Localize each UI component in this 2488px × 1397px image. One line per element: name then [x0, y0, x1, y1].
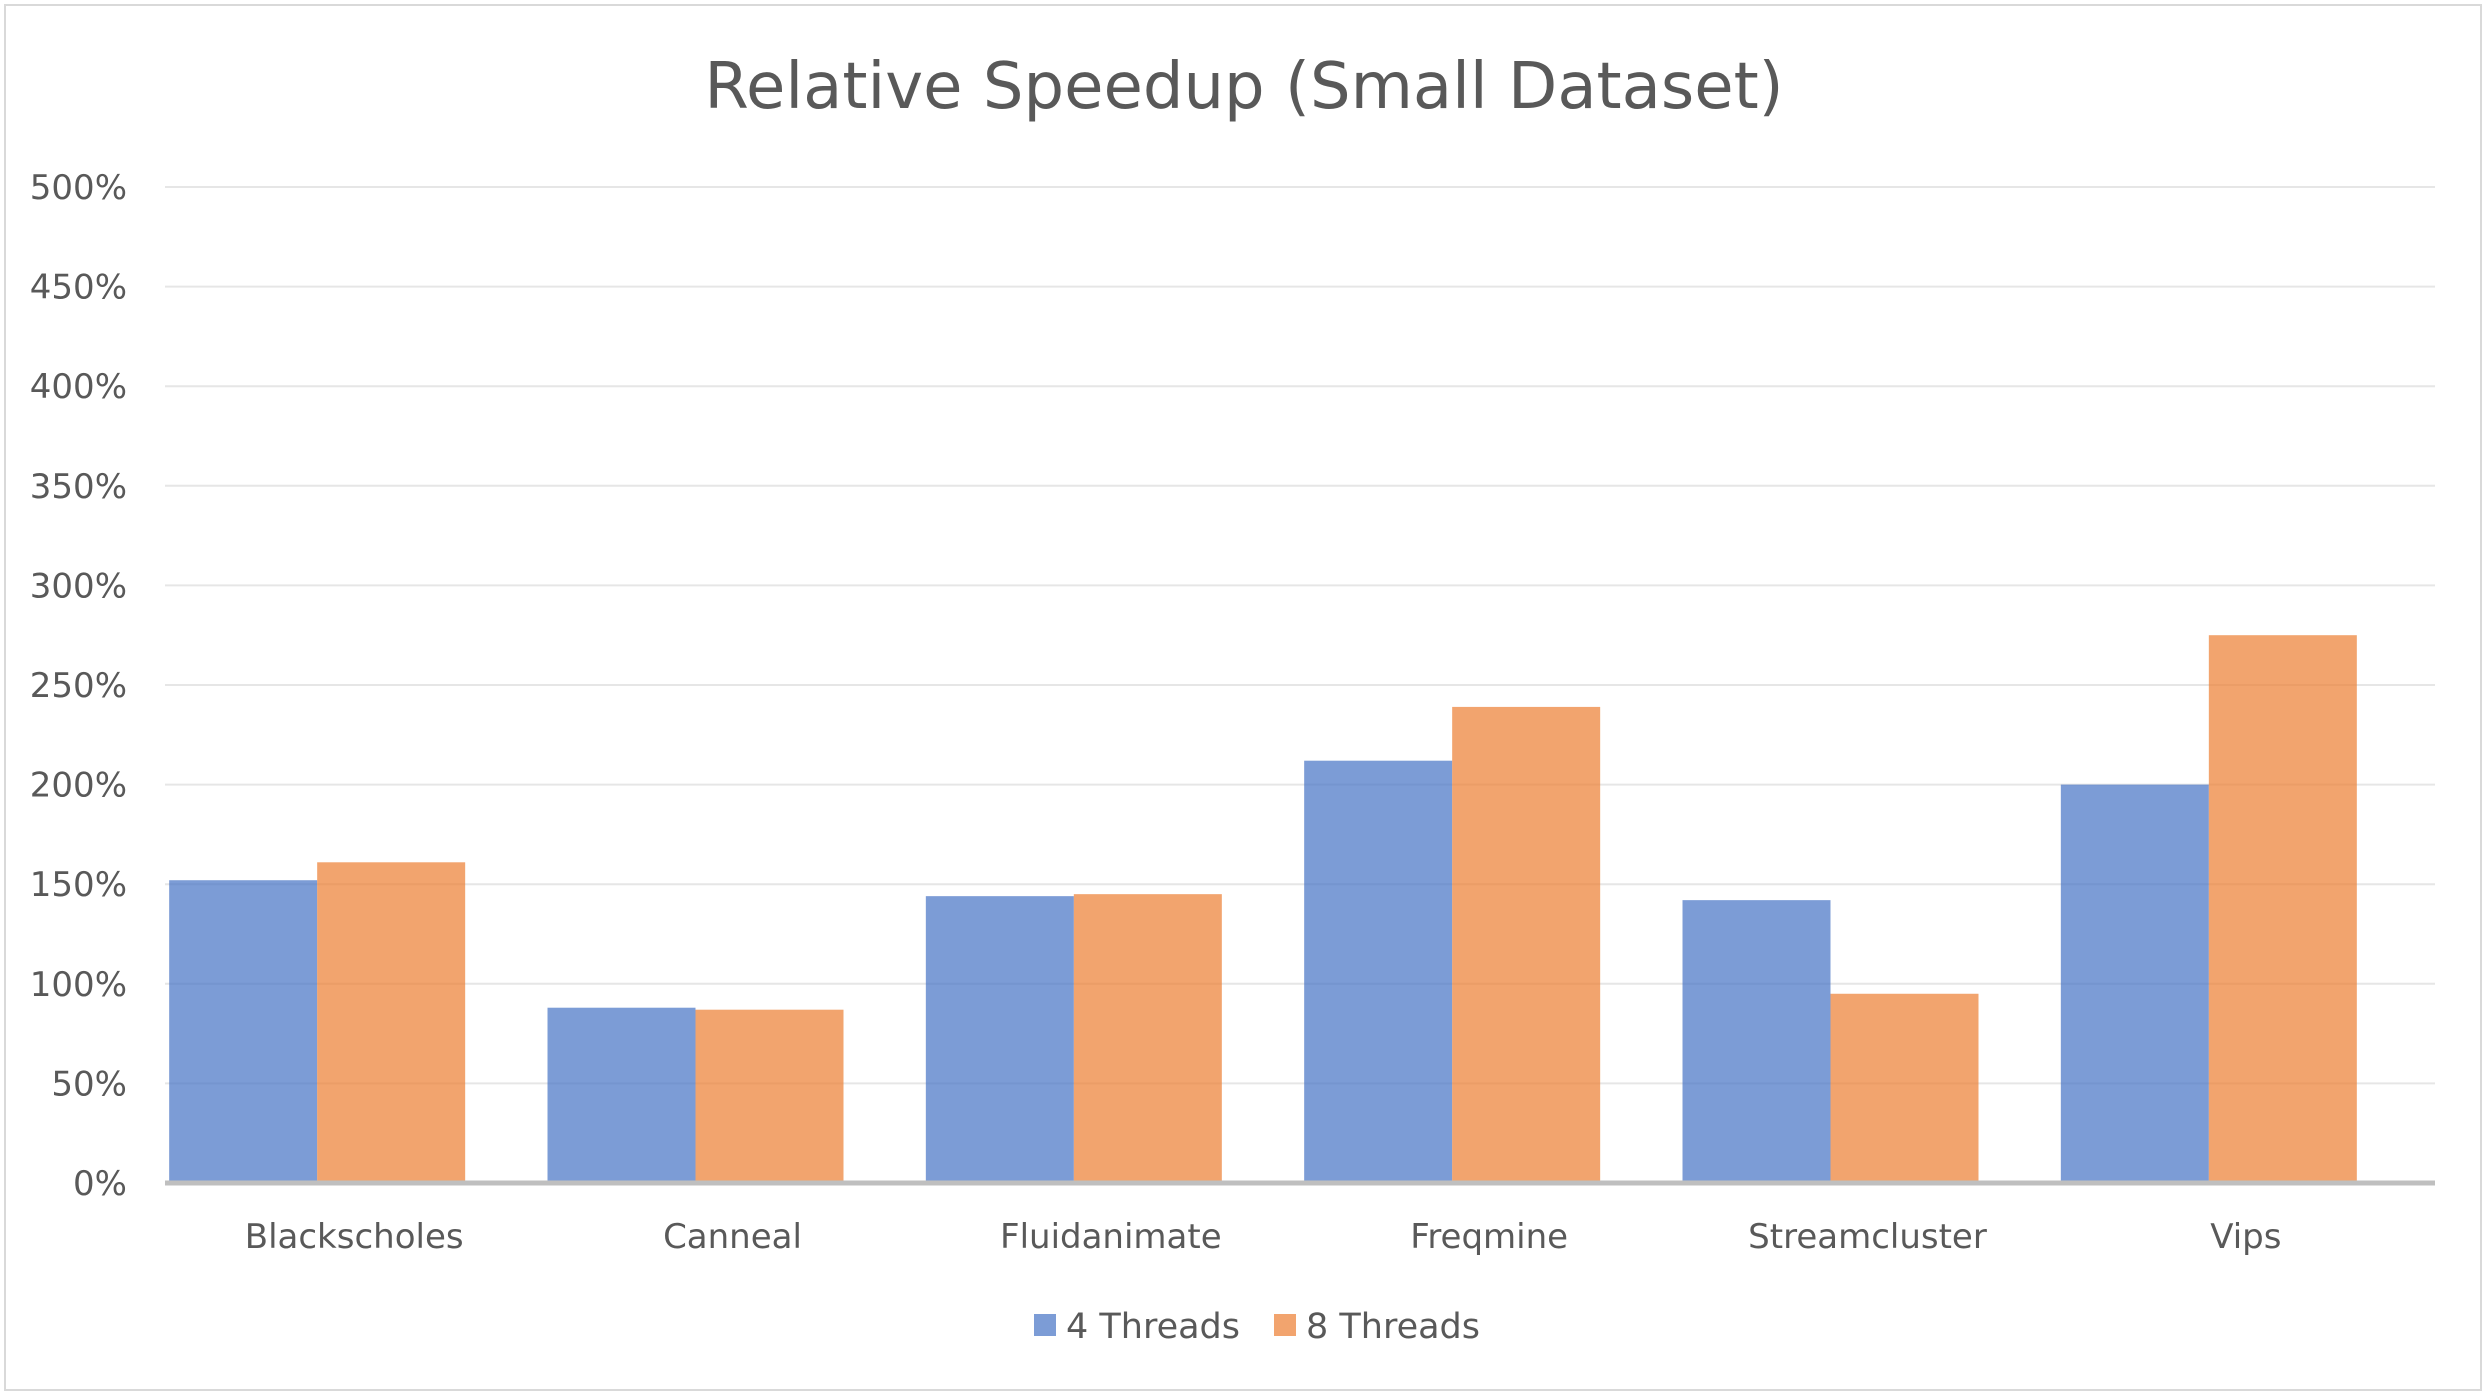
- legend-swatch: [1034, 1314, 1056, 1336]
- bar-4-threads-freqmine: [1304, 760, 1453, 1183]
- y-tick-label: 100%: [30, 965, 127, 1005]
- x-tick-label: Freqmine: [1410, 1217, 1568, 1257]
- bar-4-threads-vips: [2060, 784, 2209, 1183]
- legend-label: 4 Threads: [1066, 1307, 1240, 1347]
- y-tick-label: 450%: [30, 268, 127, 308]
- y-tick-label: 500%: [30, 168, 127, 208]
- bar-4-threads-canneal: [547, 1007, 696, 1183]
- y-axis-tick-labels: 0% 50% 100% 150% 200% 250% 300% 350% 400% 450% 500…: [30, 168, 127, 1204]
- bar-4-threads-streamcluster: [1682, 900, 1831, 1183]
- legend-label: 8 Threads: [1306, 1307, 1480, 1347]
- bars: [169, 635, 2357, 1183]
- x-tick-label: Vips: [2210, 1217, 2281, 1257]
- bar-4-threads-blackscholes: [169, 880, 318, 1183]
- legend-swatch: [1274, 1314, 1296, 1336]
- y-tick-label: 250%: [30, 666, 127, 706]
- bar-4-threads-fluidanimate: [925, 896, 1074, 1183]
- y-tick-label: 50%: [51, 1064, 127, 1104]
- y-tick-label: 200%: [30, 766, 127, 806]
- legend: 4 Threads 8 Threads: [1034, 1307, 1480, 1347]
- bar-8-threads-canneal: [695, 1009, 844, 1183]
- chart-title: Relative Speedup (Small Dataset): [704, 50, 1783, 124]
- x-tick-label: Blackscholes: [245, 1217, 464, 1257]
- bar-8-threads-fluidanimate: [1073, 894, 1222, 1183]
- x-axis-tick-labels: Blackscholes Canneal Fluidanimate Freqmine S…: [245, 1217, 2282, 1257]
- y-tick-label: 300%: [30, 566, 127, 606]
- bar-8-threads-streamcluster: [1830, 993, 1979, 1183]
- bar-8-threads-vips: [2208, 635, 2357, 1183]
- y-tick-label: 400%: [30, 367, 127, 407]
- x-tick-label: Canneal: [663, 1217, 802, 1257]
- gridlines: [165, 186, 2435, 1085]
- x-tick-label: Streamcluster: [1748, 1217, 1987, 1257]
- x-tick-label: Fluidanimate: [1000, 1217, 1222, 1257]
- y-tick-label: 350%: [30, 467, 127, 507]
- y-tick-label: 0%: [73, 1164, 127, 1204]
- y-tick-label: 150%: [30, 865, 127, 905]
- bar-8-threads-blackscholes: [317, 862, 466, 1183]
- bar-8-threads-freqmine: [1452, 706, 1601, 1183]
